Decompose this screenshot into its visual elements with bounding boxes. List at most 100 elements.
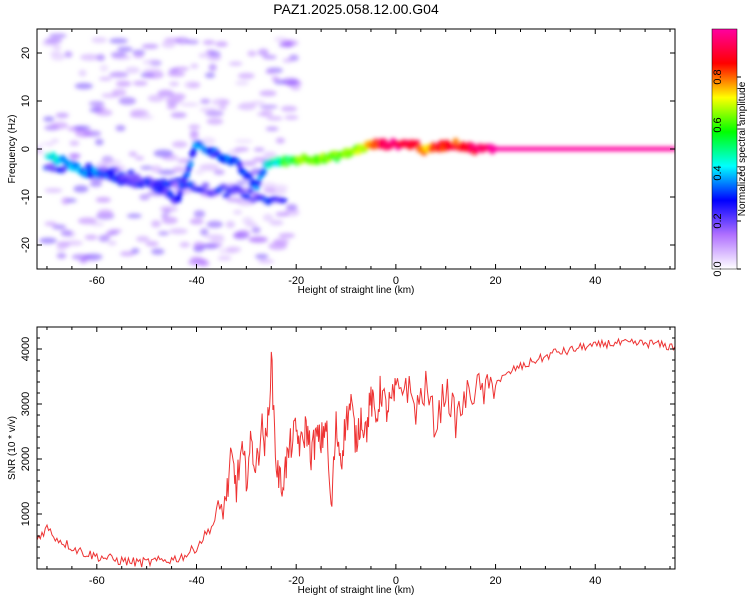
spectrogram-cell (218, 105, 227, 111)
spectrogram-cell (157, 231, 170, 236)
spectrogram-cell (222, 192, 231, 199)
spectrogram-x-tick-label: -60 (89, 275, 105, 287)
spectrogram-cell (194, 169, 205, 175)
spectrogram-cell (233, 209, 243, 215)
spectrogram-cell (115, 124, 126, 132)
spectrogram-cell (243, 194, 252, 201)
spectrogram-cell (167, 71, 186, 77)
spectrogram-cell (268, 242, 288, 251)
spectrogram-cell (157, 89, 174, 98)
spectrogram-cell (141, 43, 159, 49)
spectrogram-x-tick-label: 40 (589, 275, 601, 287)
spectrogram-cell (53, 44, 62, 51)
spectrogram-cell (217, 255, 232, 261)
snr-y-tick-label: 4000 (20, 337, 32, 361)
spectrogram-cell (201, 182, 210, 189)
spectrogram-cell (39, 237, 57, 244)
spectrogram-cell (43, 116, 55, 122)
spectrogram-cell (50, 121, 69, 130)
spectrogram-cell (159, 205, 178, 213)
colorbar-label: Normalized spectral amplitude (737, 81, 748, 216)
spectrogram-cell (49, 33, 67, 39)
spectrogram-cell (247, 50, 257, 57)
spectrogram-cell (240, 160, 257, 167)
spectrogram-cell (175, 195, 182, 203)
spectrogram-cell (271, 76, 280, 82)
spectrogram-cell (208, 63, 217, 72)
spectrogram-cell (132, 80, 148, 86)
spectrogram-cell (50, 138, 60, 144)
spectrogram-cell (278, 43, 294, 48)
spectrogram-cell (64, 51, 73, 58)
spectrogram-cell (119, 251, 136, 257)
spectrogram-cell (246, 187, 255, 194)
spectrogram-y-axis-label: Frequency (Hz) (7, 115, 18, 184)
spectrogram-cell (198, 259, 210, 268)
spectrogram-cell (56, 252, 67, 259)
snr-plot-area (37, 327, 675, 569)
spectrogram-cell (200, 98, 211, 105)
spectrogram-y-tick-label: 0 (20, 146, 32, 152)
spectrogram-cell (140, 165, 154, 170)
snr-x-tick-label: -60 (89, 575, 105, 587)
spectrogram-cell (290, 85, 301, 91)
spectrogram-x-tick-label: -20 (288, 275, 304, 287)
spectrogram-cell (79, 53, 100, 61)
spectrogram-cell (209, 236, 225, 243)
spectrogram-cell (110, 51, 127, 58)
spectrogram-cell (186, 39, 199, 45)
snr-x-tick-label: -20 (288, 575, 304, 587)
spectrogram-cell (246, 173, 253, 181)
colorbar-scale (711, 28, 738, 270)
spectrogram-cell (228, 61, 243, 66)
spectrogram-cell (279, 197, 288, 204)
colorbar-tick-label: 0.4 (712, 165, 724, 180)
spectrogram-cell (44, 187, 63, 193)
spectrogram-cell (179, 102, 200, 107)
spectrogram-cell (257, 48, 269, 57)
spectrogram-cell (263, 151, 277, 159)
spectrogram-cell (128, 151, 138, 157)
spectrogram-cell (259, 90, 277, 97)
spectrogram-cell (75, 129, 92, 138)
spectrogram-cell (452, 137, 459, 145)
spectrogram-cell (44, 221, 57, 226)
spectrogram-cell (166, 104, 177, 110)
snr-ticks: -60 -40 -20 0 20 40 1000 2000 3000 4000 (20, 327, 675, 587)
spectrogram-cell (95, 196, 111, 203)
spectrogram-cell (186, 181, 195, 188)
spectrogram-cell (249, 196, 258, 203)
spectrogram-cell (169, 81, 180, 87)
spectrogram-x-tick-label: -40 (189, 275, 205, 287)
spectrogram-cell (236, 160, 243, 168)
spectrogram-cell (126, 169, 135, 176)
spectrogram-cell (200, 228, 209, 236)
spectrogram-cell (168, 228, 188, 235)
colorbar-tick-label: 0.8 (712, 69, 724, 84)
spectrogram-cell (236, 104, 251, 110)
spectrogram-cell (115, 80, 132, 87)
spectrogram-cell (147, 94, 165, 103)
spectrogram-cell (261, 109, 273, 118)
spectrogram-cell (228, 149, 242, 154)
spectrogram-cell (88, 101, 105, 106)
spectrogram-y-tick-label: -10 (20, 189, 32, 205)
spectrogram-panel: -60 -40 -20 0 20 40 -20 -10 0 10 20 Height of stra… (7, 28, 748, 296)
spectrogram-cell (153, 149, 174, 158)
spectrogram-cell (73, 125, 91, 131)
spectrogram-cell (177, 190, 184, 198)
spectrogram-cell (259, 104, 278, 109)
spectrogram-cell (145, 241, 159, 247)
colorbar-ticks: 0.0 0.2 0.4 0.6 0.8 (712, 69, 741, 277)
spectrogram-cell (255, 253, 269, 260)
spectrogram-cell (275, 137, 286, 144)
snr-y-tick-label: 2000 (20, 447, 32, 471)
snr-y-tick-label: 3000 (20, 392, 32, 416)
spectrogram-cell (109, 38, 128, 44)
spectrogram-cell (179, 241, 191, 248)
spectrogram-cell (193, 210, 206, 218)
spectrogram-cell (199, 163, 220, 171)
spectrogram-cell (234, 231, 243, 239)
spectrogram-cell (188, 83, 200, 88)
spectrogram-cell (187, 159, 194, 167)
